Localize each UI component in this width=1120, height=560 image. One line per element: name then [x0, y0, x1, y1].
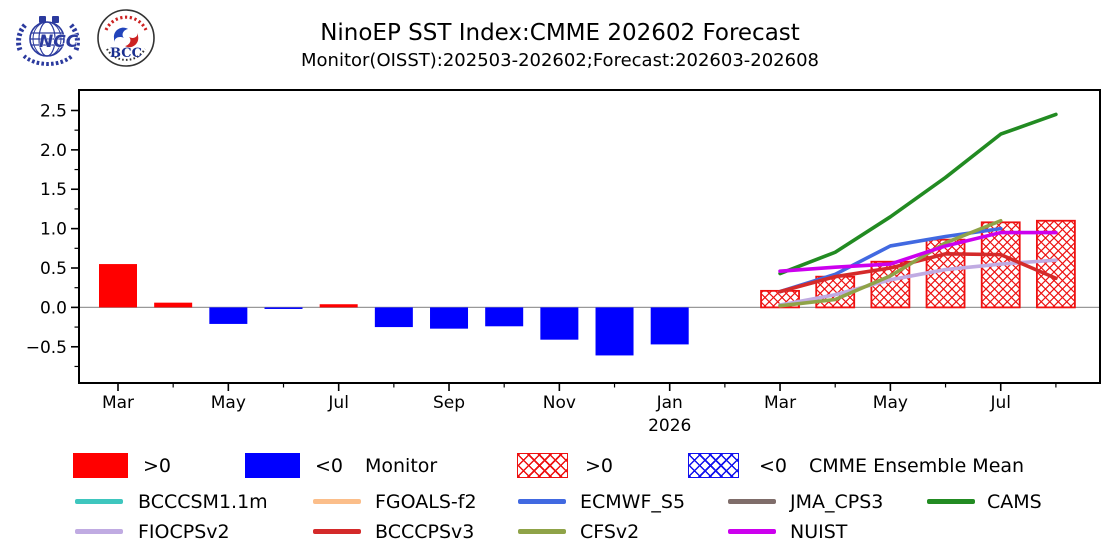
y-tick-label: 1.5 [40, 180, 67, 200]
y-tick-label: 2.0 [40, 141, 67, 161]
forecast-bar [1035, 219, 1076, 309]
monitor-bar [154, 302, 193, 308]
chart-title: NinoEP SST Index:CMME 202602 Forecast [320, 20, 800, 46]
bcc-logo: BCC [94, 8, 158, 68]
legend-cmme-neg-swatch [688, 453, 739, 478]
bcc-logo-text: BCC [110, 46, 142, 61]
legend-cmme-pos-label: >0 [585, 455, 614, 477]
legend-line-swatch-NUIST [728, 529, 776, 534]
legend-monitor-pos-swatch [73, 453, 128, 478]
plot-area: −0.5 0.0 0.5 1.0 1.5 2.0 2.5 Mar May Jul Sep Nov Jan… [26, 89, 1101, 436]
legend-model-label-ECMWF_S5: ECMWF_S5 [580, 491, 686, 513]
monitor-bar [264, 307, 303, 309]
y-tick-label: 0.0 [40, 298, 67, 318]
monitor-bar [319, 304, 358, 308]
model-line-FIOCPSv2 [778, 258, 1058, 307]
model-line-NUIST [778, 230, 1058, 273]
legend-model-label-CAMS: CAMS [987, 491, 1042, 513]
legend-line-swatch-FIOCPSv2 [75, 529, 123, 534]
monitor-bar [209, 307, 248, 324]
y-tick-label: −0.5 [26, 338, 67, 358]
x-tick-label: May [873, 393, 908, 413]
legend-cmme-pos-swatch [517, 453, 568, 478]
x-tick-label: Nov [543, 393, 576, 413]
model-line-CFSv2 [778, 218, 1003, 308]
legend-monitor-neg-label: <0 [315, 455, 344, 477]
chart-subtitle: Monitor(OISST):202503-202602;Forecast:20… [301, 50, 819, 71]
monitor-bar [595, 307, 634, 356]
ncc-logo-text: NCC [39, 32, 79, 52]
y-tick-label: 0.5 [40, 259, 67, 279]
legend-model-label-JMA_CPS3: JMA_CPS3 [790, 491, 884, 513]
legend-monitor-pos-label: >0 [143, 455, 172, 477]
x-tick-label: May [211, 393, 246, 413]
legend-model-label-FGOALS-f2: FGOALS-f2 [375, 491, 477, 513]
x-tick-label: Jul [989, 393, 1011, 413]
legend-line-swatch-JMA_CPS3 [728, 499, 776, 504]
legend-model-label-BCCCPSv3: BCCCPSv3 [375, 521, 475, 543]
legend-line-swatch-BCCCPSv3 [313, 529, 361, 534]
x-tick-label: Jul [327, 393, 349, 413]
legend-model-label-NUIST: NUIST [790, 521, 848, 543]
legend-cmme-neg-label: <0 [759, 455, 788, 477]
x-tick-label: Jan [656, 393, 683, 413]
monitor-bar [99, 264, 137, 308]
y-tick-label: 2.5 [40, 101, 67, 121]
legend-model-label-FIOCPSv2: FIOCPSv2 [138, 521, 230, 543]
legend-monitor-neg-swatch [245, 453, 300, 478]
legend-line-swatch-CFSv2 [518, 529, 566, 534]
legend-line-swatch-FGOALS-f2 [313, 499, 361, 504]
ncc-logo: NCC [12, 12, 84, 66]
x-tick-label: Mar [764, 393, 796, 413]
legend-model-label-BCCCSM1.1m: BCCCSM1.1m [138, 491, 268, 513]
legend-line-swatch-BCCCSM1.1m [75, 499, 123, 504]
x-year-label: 2026 [648, 416, 691, 436]
model-line-CAMS [778, 112, 1058, 276]
monitor-bar [374, 307, 413, 328]
monitor-bar [540, 307, 579, 340]
legend-line-swatch-ECMWF_S5 [518, 499, 566, 504]
monitor-bar [430, 307, 469, 329]
monitor-bar [650, 307, 689, 345]
legend-model-label-CFSv2: CFSv2 [580, 521, 640, 543]
legend-cmme-label: CMME Ensemble Mean [809, 455, 1025, 477]
y-tick-label: 1.0 [40, 220, 67, 240]
plot-frame [78, 89, 1101, 384]
x-tick-label: Sep [433, 393, 465, 413]
x-tick-label: Mar [102, 393, 134, 413]
monitor-bar [485, 307, 524, 327]
legend-line-swatch-CAMS [927, 499, 975, 504]
legend-monitor-label: Monitor [365, 455, 438, 477]
